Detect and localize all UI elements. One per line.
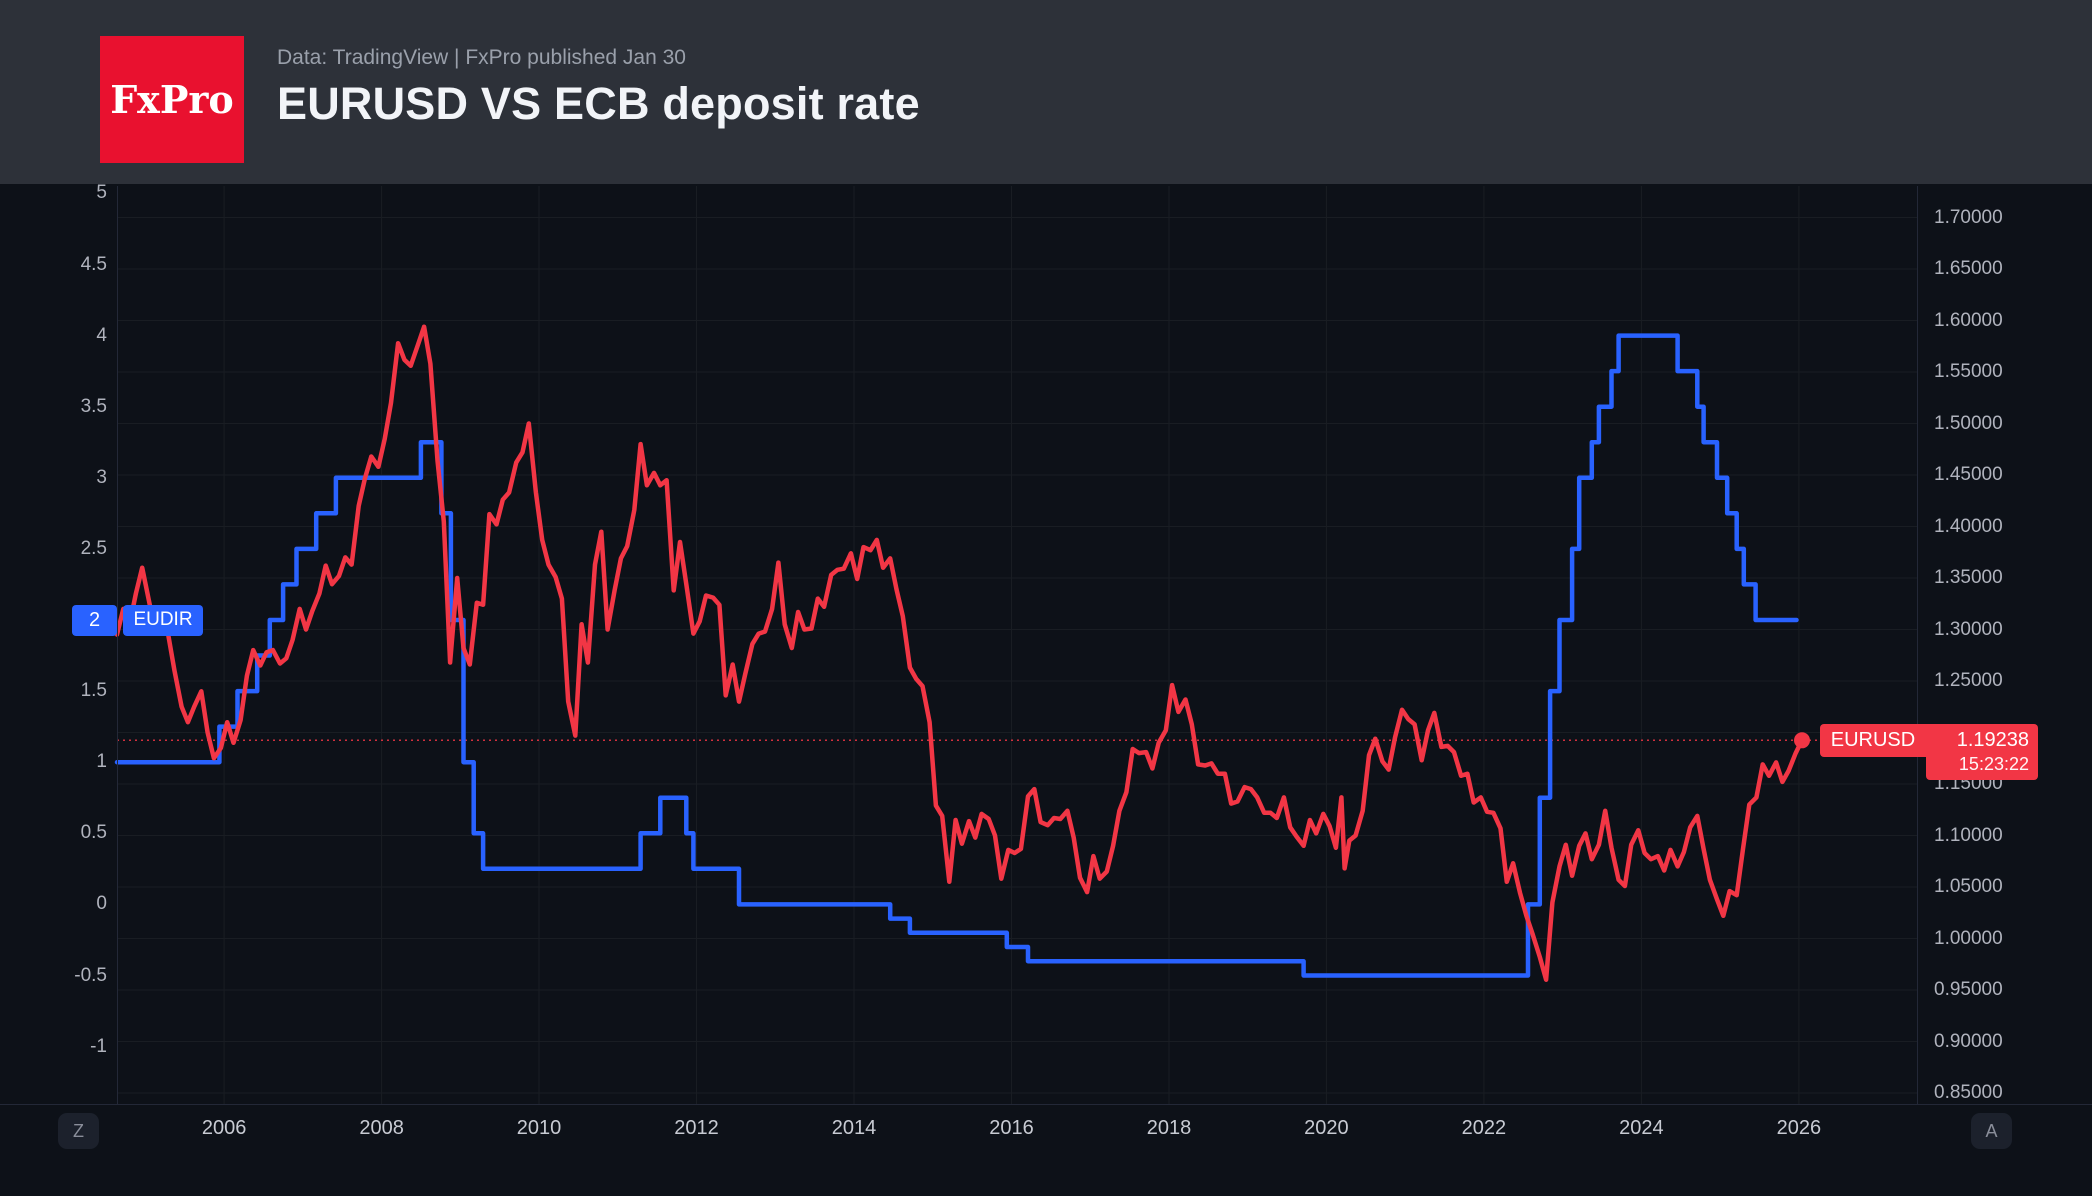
- left-axis-tick: 1.5: [80, 680, 107, 702]
- timezone-z-button[interactable]: Z: [58, 1113, 99, 1149]
- left-axis-tick: 5: [96, 182, 107, 204]
- eurusd-last-price: 1.19238: [1956, 728, 2029, 751]
- fxpro-logo: FxPro: [100, 36, 244, 163]
- eurusd-price-line[interactable]: [114, 324, 1805, 982]
- time-axis-tick: 2006: [201, 1117, 247, 1139]
- eurusd-last-price-marker: [1794, 732, 1810, 749]
- left-axis-tick: 3: [96, 466, 107, 488]
- time-axis-tick: 2020: [1304, 1117, 1349, 1139]
- grid-lines: [117, 186, 1917, 1104]
- left-axis-tick: 4: [96, 324, 107, 346]
- time-axis-tick: 2012: [674, 1117, 719, 1139]
- time-axis-tick: 2026: [1776, 1117, 1822, 1139]
- time-axis-tick: 2018: [1146, 1117, 1192, 1139]
- right-axis-border: [1917, 186, 1918, 1104]
- right-axis-tick: 0.90000: [1934, 1030, 2003, 1052]
- left-axis-tick: 0.5: [80, 822, 107, 844]
- right-axis-tick: 1.30000: [1934, 618, 2003, 640]
- left-axis-tick: 2.5: [80, 537, 107, 559]
- left-axis-tick: 1: [96, 751, 107, 773]
- time-axis-tick: 2016: [989, 1117, 1034, 1139]
- right-axis-tick: 1.10000: [1934, 824, 2003, 846]
- time-axis-tick: 2010: [516, 1117, 562, 1139]
- left-axis-tick: 3.5: [80, 395, 107, 417]
- left-axis-tick: -1: [90, 1035, 107, 1057]
- eurusd-series-label[interactable]: EURUSD: [1820, 723, 1926, 757]
- eudir-rate-line[interactable]: [114, 333, 1799, 978]
- time-axis-tick: 2022: [1461, 1117, 1507, 1139]
- eurusd-last-time: 15:23:22: [1958, 753, 2029, 774]
- left-price-axis[interactable]: 5 4.5 4 3.5 3 2.5 2 1.5 1 0.5 0 -0.5 -1: [0, 0, 117, 1196]
- time-axis-tick: 2024: [1619, 1117, 1664, 1139]
- left-axis-border: [117, 186, 118, 1104]
- time-axis-tick: 2008: [359, 1117, 404, 1139]
- left-axis-tick: 0: [96, 893, 107, 915]
- eurusd-axis-price-badge: 1.19238 15:23:22: [1926, 723, 2038, 780]
- right-axis-tick: 0.95000: [1934, 979, 2003, 1000]
- eudir-series-label[interactable]: EUDIR: [123, 604, 203, 636]
- right-axis-tick: 1.05000: [1934, 876, 2003, 897]
- right-axis-tick: 1.40000: [1934, 515, 2003, 537]
- right-axis-tick: 0.85000: [1934, 1082, 2003, 1103]
- right-axis-tick: 1.55000: [1934, 361, 2003, 382]
- header: Data: TradingView | FxPro published Jan …: [0, 0, 2092, 184]
- autoscale-a-button[interactable]: A: [1971, 1113, 2012, 1149]
- source-line: Data: TradingView | FxPro published Jan …: [277, 46, 686, 69]
- right-axis-tick: 1.45000: [1934, 464, 2003, 485]
- page-title: EURUSD VS ECB deposit rate: [277, 78, 920, 129]
- right-axis-tick: 1.50000: [1934, 412, 2003, 434]
- time-axis-tick: 2014: [831, 1117, 877, 1139]
- right-axis-tick: 1.00000: [1934, 927, 2003, 949]
- time-axis-border: [0, 1104, 2092, 1105]
- right-axis-tick: 1.60000: [1934, 309, 2003, 331]
- time-axis[interactable]: 2006 2008 2010 2012 2014 2016 2018 2020 2022 2024…: [0, 1104, 2092, 1196]
- right-axis-tick: 1.70000: [1934, 206, 2003, 228]
- left-axis-tick: -0.5: [74, 964, 107, 986]
- right-axis-tick: 1.25000: [1934, 670, 2003, 691]
- right-axis-tick: 1.65000: [1934, 258, 2003, 279]
- right-axis-tick: 1.35000: [1934, 567, 2003, 588]
- left-axis-tick: 4.5: [80, 253, 107, 275]
- eudir-axis-value-badge: 2: [72, 604, 117, 636]
